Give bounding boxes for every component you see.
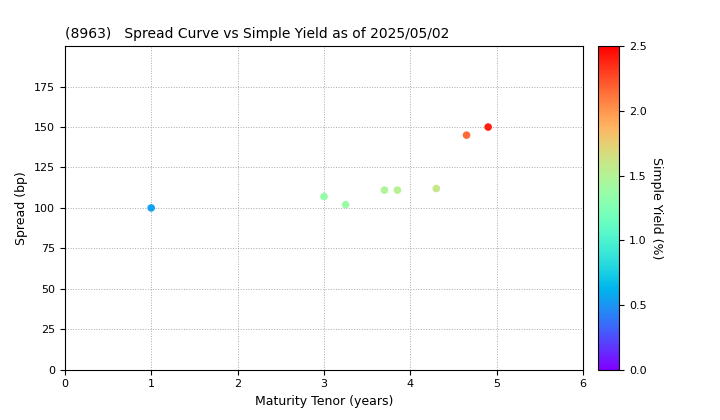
X-axis label: Maturity Tenor (years): Maturity Tenor (years) xyxy=(255,395,393,408)
Point xyxy=(431,185,442,192)
Point xyxy=(340,201,351,208)
Point xyxy=(482,123,494,130)
Point xyxy=(392,187,403,194)
Y-axis label: Simple Yield (%): Simple Yield (%) xyxy=(650,157,663,259)
Point xyxy=(461,132,472,139)
Point xyxy=(145,205,157,211)
Point xyxy=(318,193,330,200)
Y-axis label: Spread (bp): Spread (bp) xyxy=(15,171,28,245)
Point xyxy=(379,187,390,194)
Text: (8963)   Spread Curve vs Simple Yield as of 2025/05/02: (8963) Spread Curve vs Simple Yield as o… xyxy=(65,27,449,41)
